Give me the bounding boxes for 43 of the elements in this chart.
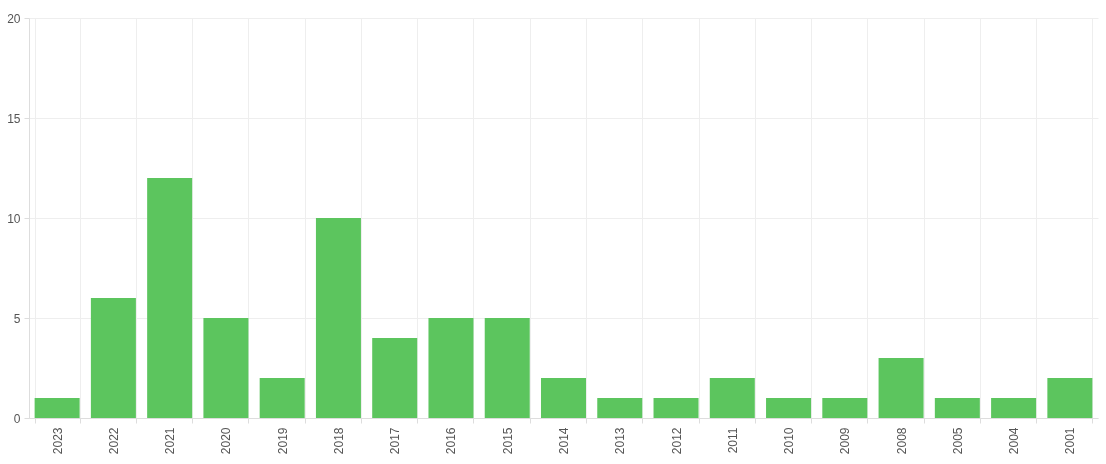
y-tick-label: 15 (7, 111, 21, 126)
y-tick-label: 5 (13, 311, 21, 326)
x-tick-label: 2018 (331, 427, 346, 455)
x-tick-label: 2021 (163, 427, 178, 455)
bar (1047, 378, 1093, 418)
bar (653, 398, 699, 418)
x-tick-label: 2001 (1063, 427, 1078, 455)
bar (934, 398, 980, 418)
bar (203, 318, 249, 418)
bar (90, 298, 136, 418)
bar (428, 318, 474, 418)
bar (372, 338, 418, 418)
bar (34, 398, 80, 418)
x-tick-label: 2011 (725, 427, 740, 454)
x-tick-label: 2013 (613, 427, 628, 455)
x-tick-label: 2020 (219, 427, 234, 455)
bar (878, 358, 924, 418)
bar (259, 378, 305, 418)
x-tick-label: 2016 (444, 427, 459, 455)
x-tick-label: 2022 (106, 427, 121, 455)
x-tick-label: 2004 (1007, 427, 1022, 455)
x-tick-label: 2023 (50, 427, 65, 455)
x-tick-label: 2010 (782, 427, 797, 455)
bar (991, 398, 1037, 418)
x-tick-label: 2009 (838, 427, 853, 455)
x-tick-label: 2015 (500, 427, 515, 455)
bar (540, 378, 587, 418)
bar (822, 398, 868, 418)
x-tick-label: 2005 (950, 427, 965, 455)
bar (709, 378, 755, 418)
bar (147, 178, 193, 418)
bar (766, 398, 812, 418)
y-tick-label: 0 (13, 411, 21, 426)
x-tick-label: 2008 (894, 427, 909, 455)
x-tick-label: 2017 (388, 427, 403, 455)
bar (484, 318, 530, 418)
y-tick-label: 20 (7, 11, 21, 26)
x-tick-label: 2019 (275, 427, 290, 455)
bar (597, 398, 643, 418)
y-tick-label: 10 (7, 211, 21, 226)
x-tick-label: 2012 (669, 427, 684, 455)
x-tick-label: 2014 (557, 427, 571, 455)
bar (315, 218, 361, 418)
